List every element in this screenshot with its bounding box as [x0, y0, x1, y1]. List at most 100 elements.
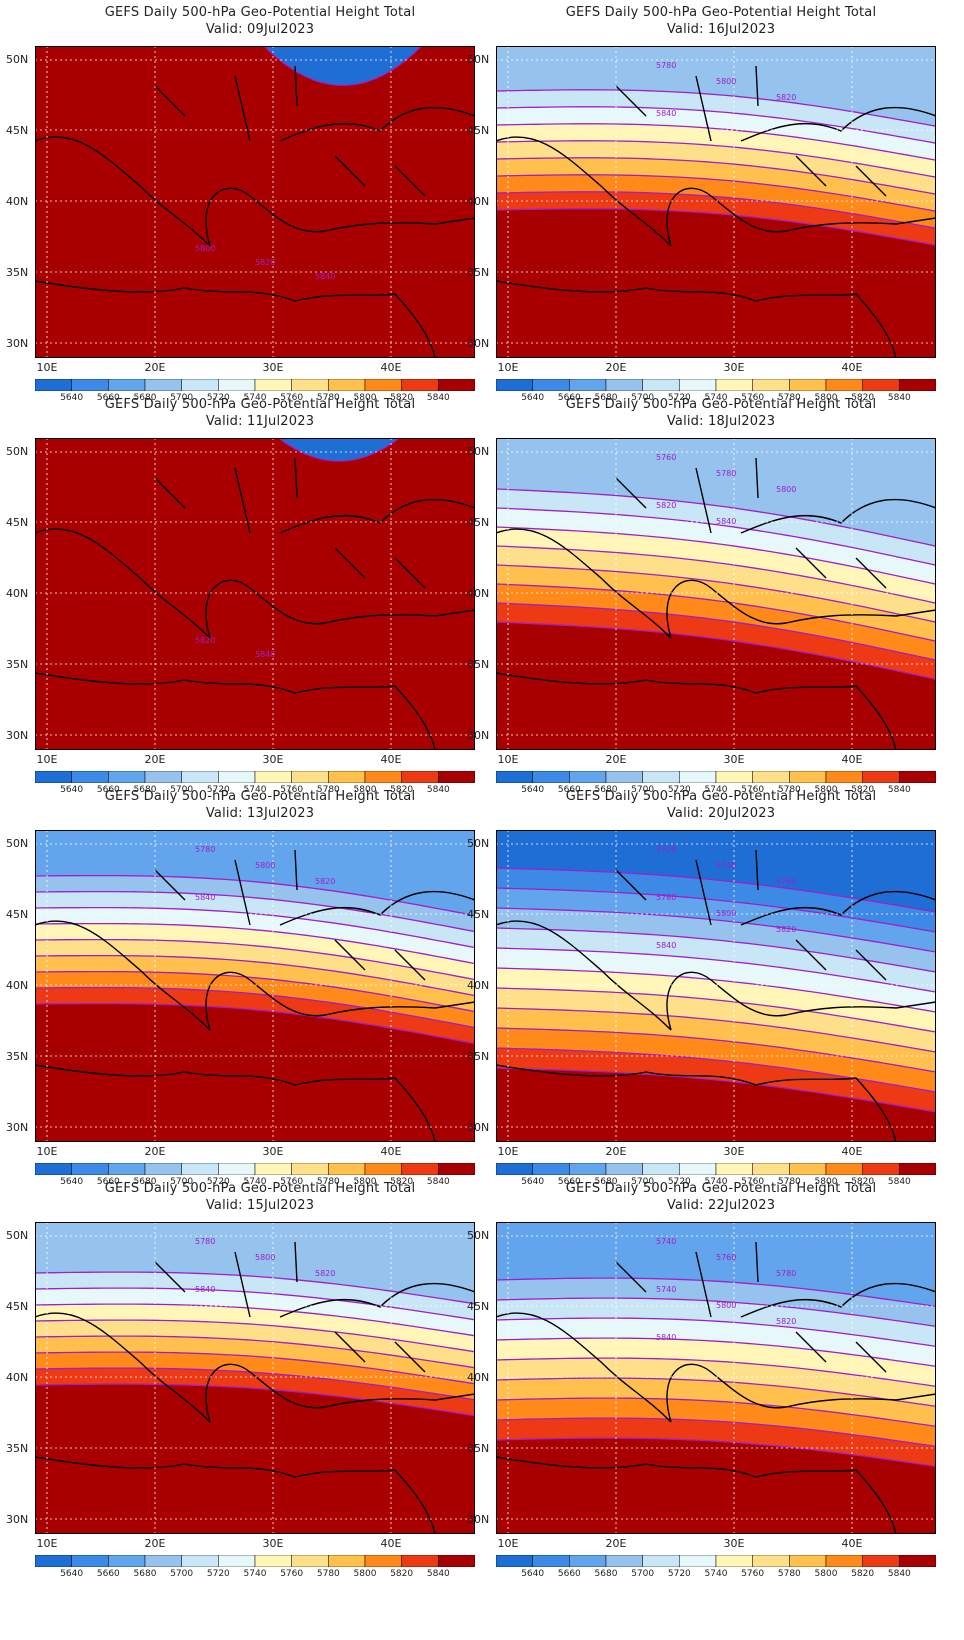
colorbar-swatch [364, 1555, 402, 1567]
colorbar-level-label: 5820 [390, 1177, 414, 1187]
colorbar-swatch [825, 771, 863, 783]
colorbar-swatch [642, 771, 680, 783]
contour-line [35, 874, 475, 917]
colorbar-level-label: 5740 [243, 393, 267, 403]
coastline [615, 457, 887, 589]
lon-label: 30E [262, 1145, 284, 1158]
colorbar-swatch [862, 1555, 900, 1567]
panel-valid-date: Valid: 09Jul2023 [205, 22, 315, 37]
colorbar-level-label: 5720 [206, 785, 230, 795]
panel-title: GEFS Daily 500-hPa Geo-Potential Height … [565, 5, 877, 20]
coastline [496, 1064, 897, 1142]
height-map: 5780 5800 5820 5840 [35, 830, 475, 1142]
colorbar-swatch [862, 379, 900, 391]
contour-label: 5800 [195, 244, 215, 253]
colorbar-level-label: 5840 [426, 1177, 450, 1187]
colorbar-level-label: 5720 [206, 1569, 230, 1579]
map-panel: GEFS Daily 500-hPa Geo-Potential Height … [461, 1176, 943, 1586]
lon-label: 30E [723, 1537, 745, 1550]
colorbar-level-label: 5640 [521, 1569, 545, 1579]
colorbar-swatch [364, 771, 402, 783]
contour-line [496, 1437, 936, 1468]
colorbar-level-label: 5780 [316, 1569, 340, 1579]
coastline [496, 1312, 936, 1423]
colorbar [35, 771, 475, 783]
coastline [740, 498, 936, 534]
lon-label: 40E [380, 1145, 402, 1158]
lon-label: 20E [144, 753, 166, 766]
contour-label: 5820 [315, 877, 335, 886]
colorbar-level-label: 5680 [133, 1569, 157, 1579]
contour-label: 5780 [195, 1237, 215, 1246]
contour-label: 5800 [776, 485, 796, 494]
colorbar-swatch [679, 1163, 717, 1175]
lon-label: 40E [841, 1145, 863, 1158]
colorbar [496, 1163, 936, 1175]
colorbar-swatch [328, 1163, 366, 1175]
colorbar-level-label: 5760 [741, 393, 765, 403]
contour-line [35, 1351, 475, 1385]
coastline [740, 1282, 936, 1318]
colorbar-level-label: 5640 [60, 785, 84, 795]
panel-valid-date: Valid: 11Jul2023 [205, 414, 315, 429]
map-panel: GEFS Daily 500-hPa Geo-Potential Height … [461, 392, 943, 802]
colorbar-swatch [328, 379, 366, 391]
contour-label: 5840 [195, 1285, 215, 1294]
contour-label: 5780 [776, 1269, 796, 1278]
contour-line [496, 1317, 936, 1348]
contour-label: 5780 [195, 845, 215, 854]
contour-line [496, 1417, 936, 1448]
colorbar-level-label: 5660 [96, 393, 120, 403]
lon-label: 40E [380, 753, 402, 766]
colorbar-swatch [181, 1555, 219, 1567]
lat-label: 45N [467, 1300, 490, 1313]
colorbar-level-label: 5720 [667, 1177, 691, 1187]
colorbar-swatch [108, 1163, 146, 1175]
lat-label: 40N [6, 1371, 29, 1384]
colorbar-swatch [825, 379, 863, 391]
lat-label: 30N [467, 729, 490, 742]
colorbar-swatch [679, 1555, 717, 1567]
colorbar-swatch [789, 379, 827, 391]
colorbar-level-label: 5700 [631, 1569, 655, 1579]
coastline [35, 1312, 475, 1423]
band-fill [496, 208, 936, 358]
contour-line [35, 1367, 475, 1401]
height-map: 5740 5760 5780 5740 5800 5820 5840 [496, 1222, 936, 1534]
colorbar-swatch [35, 1555, 72, 1567]
colorbar-swatch [438, 771, 475, 783]
contour-line [496, 947, 936, 993]
contour-line [496, 1027, 936, 1073]
lon-label: 10E [497, 361, 519, 374]
colorbar-level-label: 5640 [521, 393, 545, 403]
colorbar-swatch [438, 1163, 475, 1175]
colorbar-swatch [862, 771, 900, 783]
colorbar-level-label: 5820 [390, 1569, 414, 1579]
height-map: 5820 5840 [35, 438, 475, 750]
lat-label: 40N [467, 587, 490, 600]
lon-label: 30E [262, 753, 284, 766]
lon-label: 20E [605, 1145, 627, 1158]
contour-label: 5840 [656, 941, 676, 950]
lat-label: 45N [6, 1300, 29, 1313]
colorbar-swatch [291, 771, 329, 783]
contour-label: 5760 [656, 453, 676, 462]
contour-line [496, 987, 936, 1033]
colorbar-swatch [401, 1163, 439, 1175]
contour-line [35, 986, 475, 1029]
map-frame [35, 830, 475, 1142]
lat-label: 50N [6, 837, 29, 850]
colorbar-level-label: 5820 [390, 393, 414, 403]
map-frame [496, 830, 936, 1142]
height-map: 5760 5780 5800 5820 5840 [496, 438, 936, 750]
contour-line [263, 46, 423, 87]
coastline [35, 1064, 436, 1142]
contour-line [35, 954, 475, 997]
lat-label: 35N [6, 266, 29, 279]
colorbar-level-label: 5680 [594, 1569, 618, 1579]
contour-line [496, 89, 936, 127]
colorbar-level-label: 5800 [814, 1177, 838, 1187]
coastline [279, 1282, 475, 1318]
colorbar-swatch [291, 1555, 329, 1567]
coastline [279, 106, 475, 142]
